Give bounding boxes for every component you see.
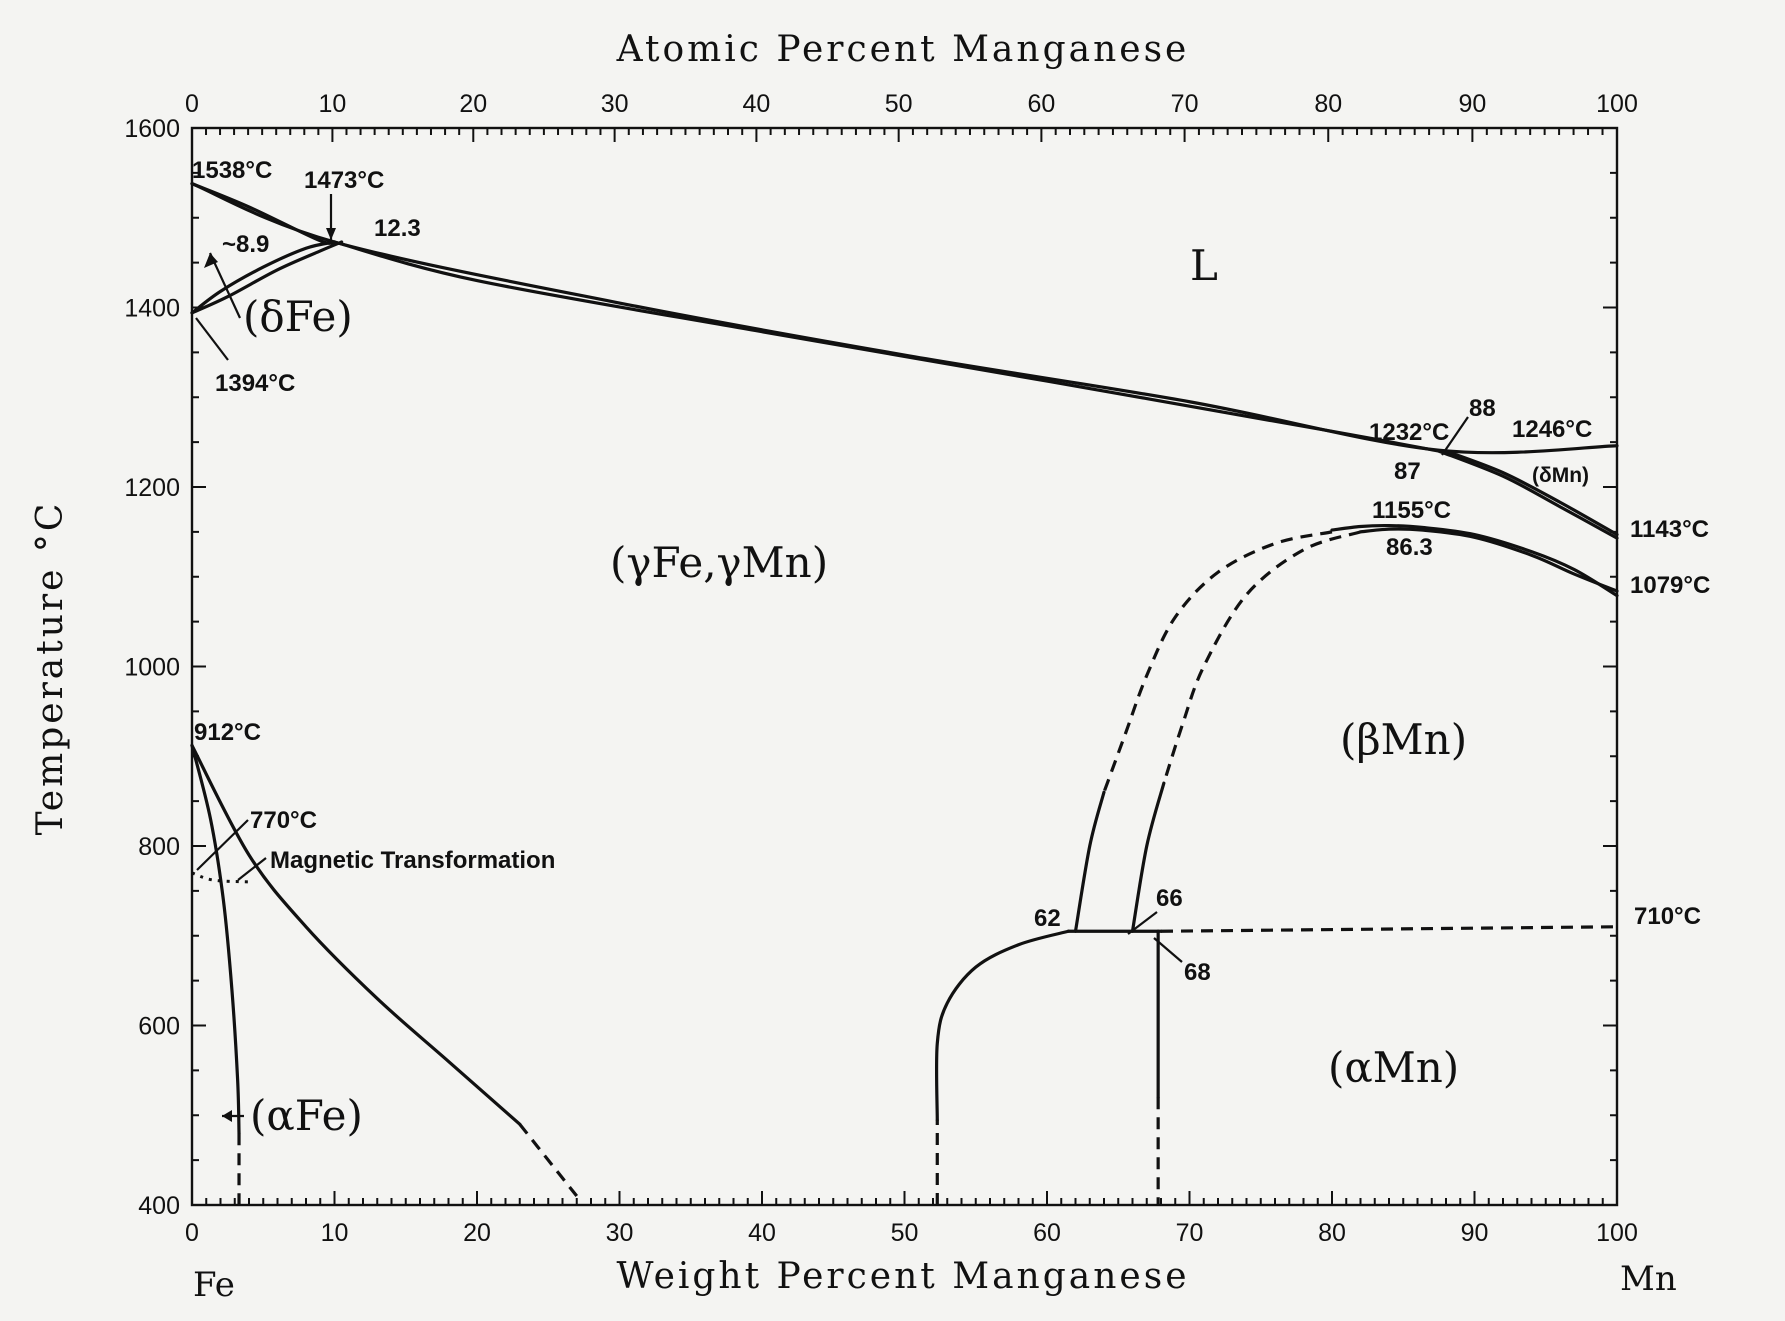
- boundary-delta-fe-solvus-lower: [190, 240, 344, 315]
- x2-tick-label: 30: [601, 90, 629, 118]
- y-tick-label: 1200: [124, 474, 180, 502]
- annotation-1155: 1155°C: [1372, 497, 1451, 524]
- x2-tick-label: 80: [1314, 90, 1342, 118]
- annotation-710: 710°C: [1634, 903, 1701, 930]
- phase-label-alpha-mn: (αMn): [1328, 1043, 1459, 1092]
- phase-label-delta-fe: (δFe): [243, 292, 353, 341]
- boundary-beta-dome-upper: [1330, 523, 1619, 598]
- y-tick-label: 1400: [124, 295, 180, 323]
- boundary-beta-boundary-right-dashed: [1162, 530, 1361, 784]
- x-tick-label: 40: [748, 1219, 776, 1247]
- arrowhead-alpha-fe: [222, 1110, 232, 1122]
- x-tick-label: 70: [1176, 1219, 1204, 1247]
- y-tick-label: 600: [138, 1013, 180, 1041]
- boundary-beta-boundary-left: [1073, 790, 1106, 933]
- x2-tick-label: 10: [319, 90, 347, 118]
- x2-tick-label: 50: [885, 90, 913, 118]
- boundary-delta-fe-solvus-upper: [190, 240, 337, 315]
- x2-tick-label: 90: [1458, 90, 1486, 118]
- x-tick-label: 60: [1033, 1219, 1061, 1247]
- annotation-88: 88: [1469, 395, 1496, 422]
- x-tick-label: 30: [606, 1219, 634, 1247]
- arrowhead-1473: [326, 228, 336, 240]
- x-tick-label: 0: [185, 1219, 199, 1247]
- x2-tick-label: 100: [1596, 90, 1638, 118]
- annotation-1232: 1232°C: [1369, 419, 1449, 446]
- leader-8-9: [209, 252, 241, 319]
- boundary-delta-mn-solvus: [1437, 449, 1619, 540]
- leader-66: [1127, 911, 1158, 935]
- phase-label-beta-mn: (βMn): [1340, 715, 1467, 764]
- annotation-8-9: ~8.9: [222, 231, 269, 258]
- annotation-770: 770°C: [250, 807, 317, 834]
- phase-label-gamma: (γFe,γMn): [610, 538, 828, 587]
- x2-tick-label: 60: [1027, 90, 1055, 118]
- annotation-magnetic: Magnetic Transformation: [270, 847, 555, 874]
- x-tick-label: 50: [891, 1219, 919, 1247]
- y-tick-label: 400: [138, 1192, 180, 1220]
- left-element-label: Fe: [193, 1265, 235, 1305]
- boundary-gamma-solidus: [332, 240, 1441, 453]
- x-axis-title: Weight Percent Manganese: [617, 1256, 1190, 1297]
- annotation-1143: 1143°C: [1630, 516, 1709, 543]
- annotation-leaders: [195, 194, 1469, 1122]
- arrowhead-8-9: [204, 253, 218, 268]
- boundary-gamma-alpha-boundary-dashed: [518, 1123, 579, 1198]
- x-tick-label: 100: [1596, 1219, 1638, 1247]
- annotation-86-3: 86.3: [1386, 534, 1433, 561]
- leader-770: [196, 819, 249, 871]
- y-tick-label: 1000: [124, 654, 180, 682]
- x2-tick-label: 70: [1171, 90, 1199, 118]
- boundary-beta-dome-lower: [1358, 527, 1619, 593]
- phase-label-delta-mn: (δMn): [1532, 464, 1589, 487]
- boundary-alpha-mn-solvus-left: [934, 929, 1070, 1122]
- annotation-66: 66: [1156, 885, 1183, 912]
- x2-tick-label: 20: [459, 90, 487, 118]
- annotation-87: 87: [1394, 458, 1421, 485]
- annotation-1079: 1079°C: [1630, 572, 1710, 599]
- x2-axis-title: Atomic Percent Manganese: [616, 29, 1190, 70]
- annotation-912: 912°C: [194, 719, 261, 746]
- boundary-delta-mn-solvus-2: [1444, 449, 1619, 537]
- annotation-1538: 1538°C: [192, 157, 272, 184]
- right-element-label: Mn: [1620, 1259, 1677, 1299]
- boundary-gamma-alpha-boundary: [190, 743, 522, 1126]
- y-axis-title: Temperature °C: [30, 501, 71, 836]
- boundary-alpha-mn-wavy: [1160, 925, 1618, 933]
- y-tick-label: 1600: [124, 115, 180, 143]
- phase-label-liquid: L: [1190, 241, 1218, 290]
- x-tick-label: 20: [463, 1219, 491, 1247]
- x2-tick-label: 40: [743, 90, 771, 118]
- annotation-62: 62: [1034, 905, 1061, 932]
- boundary-alpha-fe-solvus: [190, 743, 241, 1135]
- boundary-beta-boundary-right: [1130, 781, 1166, 933]
- annotation-1246: 1246°C: [1512, 416, 1592, 443]
- y-tick-label: 800: [138, 833, 180, 861]
- x-tick-label: 90: [1461, 1219, 1489, 1247]
- leader-magnetic: [237, 857, 267, 881]
- boundary-beta-boundary-left-dashed: [1102, 530, 1333, 793]
- annotation-1473: 1473°C: [304, 167, 384, 194]
- phase-label-alpha-fe: (αFe): [250, 1091, 363, 1140]
- leader-68: [1153, 937, 1183, 963]
- x2-tick-label: 0: [185, 90, 199, 118]
- annotation-12-3: 12.3: [374, 215, 421, 242]
- leader-1394: [195, 317, 229, 361]
- axis-ticks: 0 10 20 30 40 50 60 70 80 90 1000 10 20 30 40 50 60 70 80 9…: [124, 90, 1637, 1247]
- annotation-68: 68: [1184, 959, 1211, 986]
- leader-88: [1441, 416, 1469, 456]
- x-tick-label: 10: [321, 1219, 349, 1247]
- x-tick-label: 80: [1318, 1219, 1346, 1247]
- annotation-1394: 1394°C: [215, 370, 295, 397]
